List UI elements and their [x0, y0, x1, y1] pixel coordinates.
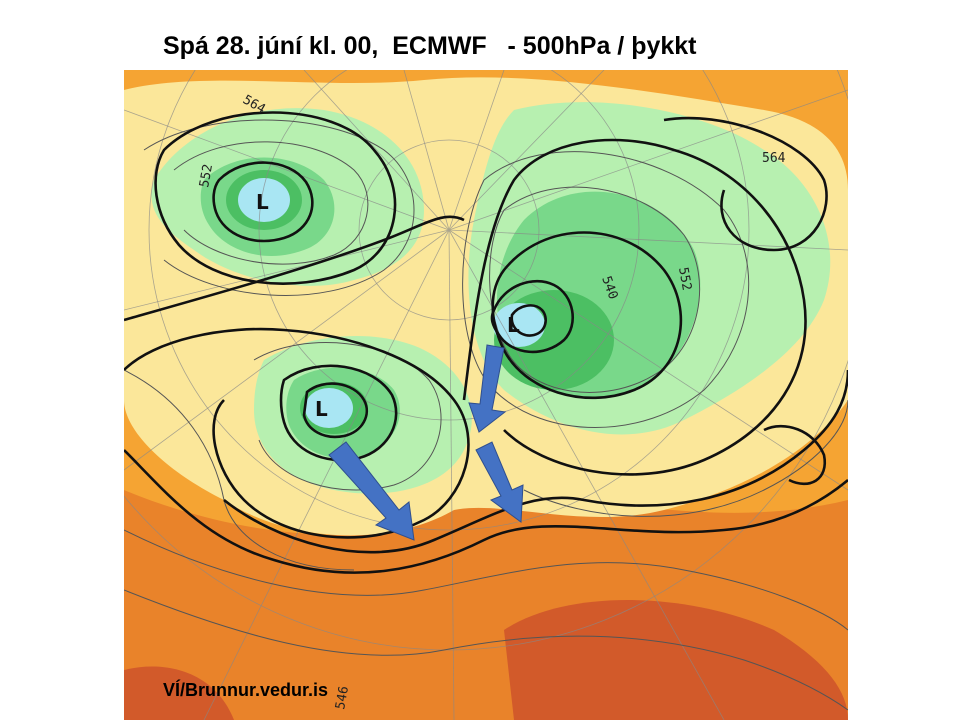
- map-svg: 564 564 552 540 552 546 L L L: [124, 70, 848, 720]
- contour-label: 552: [675, 266, 694, 292]
- weather-map: 564 564 552 540 552 546 L L L: [124, 70, 848, 720]
- blue-core-west: [305, 388, 353, 428]
- slide-title: Spá 28. júní kl. 00, ECMWF - 500hPa / þy…: [163, 32, 697, 60]
- blue-core-north: [238, 178, 290, 222]
- arrow-icon: [475, 441, 524, 523]
- grid-meridians: [124, 70, 848, 720]
- red-brown-region: [504, 600, 848, 720]
- thickness-contours: [124, 119, 848, 711]
- low-pressure-label: L: [507, 313, 520, 337]
- red-brown-region-west: [124, 666, 234, 720]
- low-pressure-label: L: [256, 190, 269, 214]
- low-pressure-label: L: [315, 397, 328, 421]
- grid-latitudes: [124, 70, 848, 651]
- height-contours: [124, 111, 848, 574]
- contour-label: 564: [762, 151, 786, 166]
- contour-label: 546: [333, 685, 352, 711]
- credit-text: VÍ/Brunnur.vedur.is: [163, 680, 329, 700]
- arrow-icon: [468, 344, 507, 433]
- contour-label: 552: [197, 163, 216, 189]
- arrow-icon: [328, 441, 415, 541]
